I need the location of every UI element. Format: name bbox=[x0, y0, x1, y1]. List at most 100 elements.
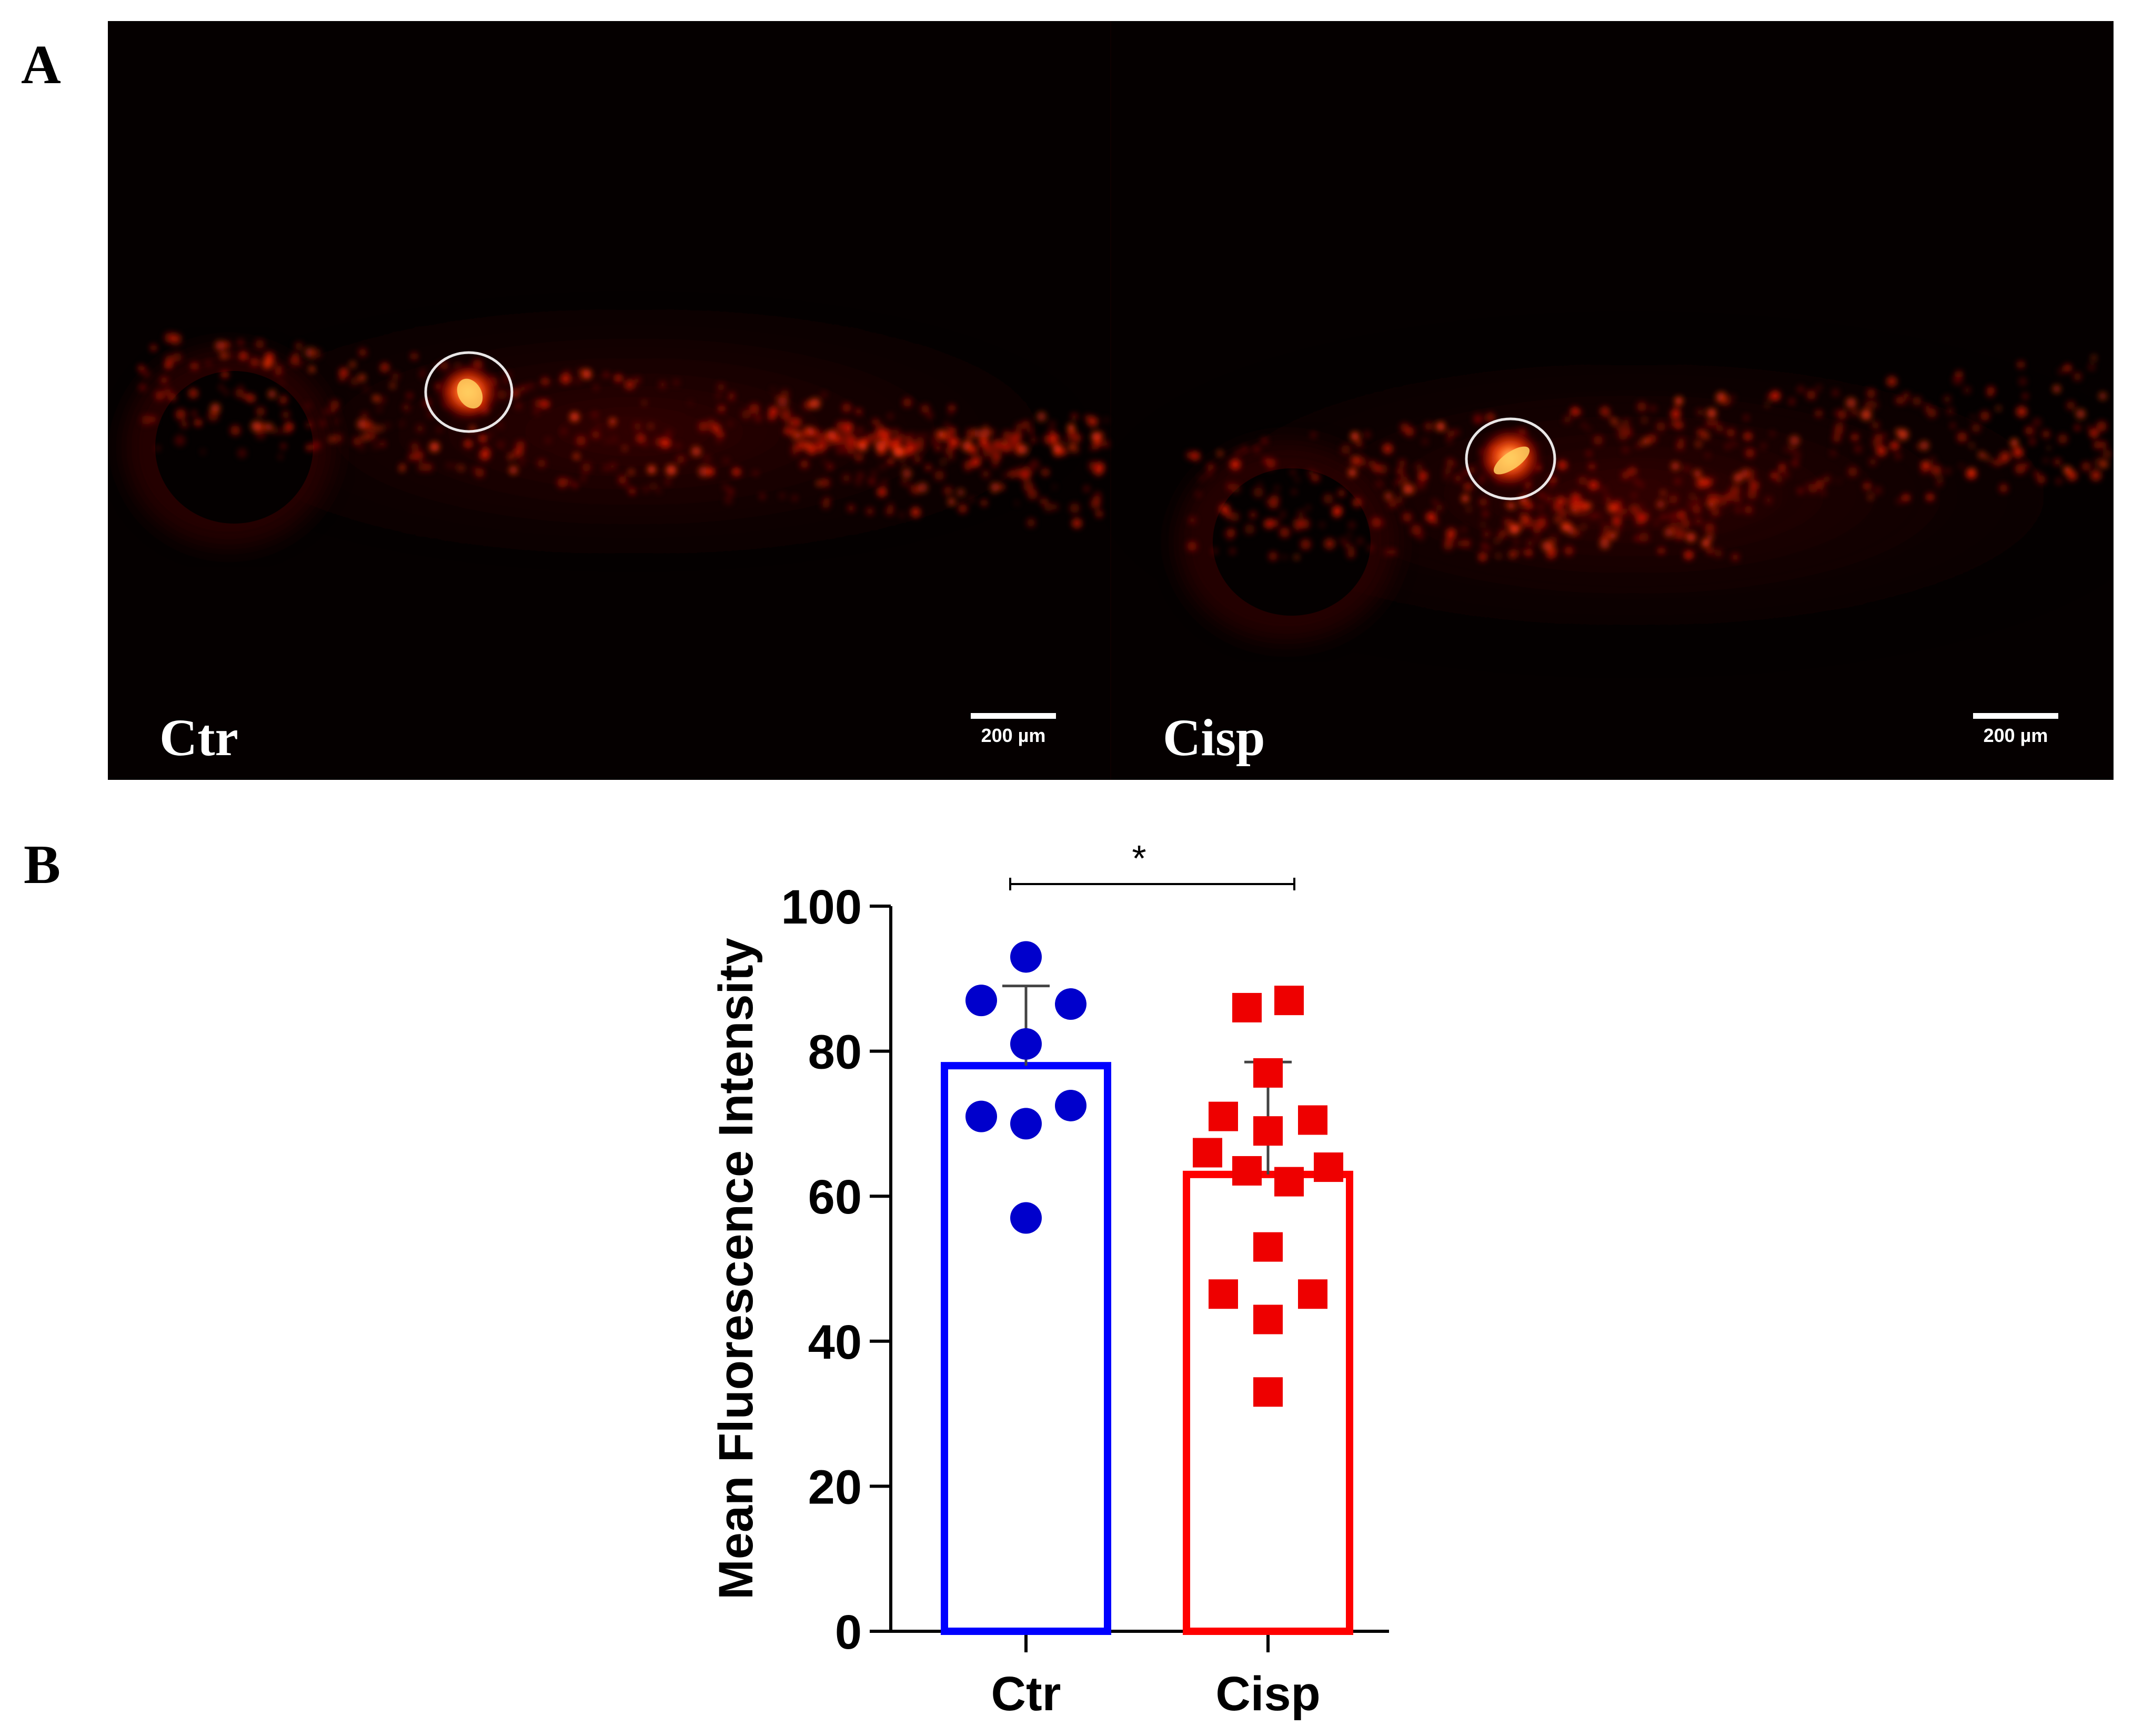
fluorescence-speckle bbox=[657, 489, 661, 493]
fluorescence-speckle bbox=[1684, 466, 1690, 472]
fluorescence-speckle bbox=[1513, 540, 1518, 545]
fluorescence-speckle bbox=[1269, 551, 1277, 561]
fluorescence-speckle bbox=[660, 438, 671, 448]
fluorescence-speckle bbox=[974, 454, 981, 460]
fluorescence-speckle bbox=[1602, 488, 1606, 492]
fluorescence-speckle bbox=[1870, 401, 1878, 409]
fluorescence-speckle bbox=[2052, 385, 2061, 393]
fluorescence-speckle bbox=[1969, 468, 1975, 474]
fluorescence-speckle bbox=[2034, 471, 2040, 477]
data-point-cisp bbox=[1314, 1152, 1343, 1182]
fluorescence-speckle bbox=[1522, 516, 1527, 522]
fluorescence-speckle bbox=[982, 455, 986, 459]
fluorescence-speckle bbox=[350, 362, 356, 367]
fluorescence-speckle bbox=[1921, 469, 1927, 474]
fluorescence-speckle bbox=[497, 423, 502, 428]
fluorescence-speckle bbox=[1250, 511, 1256, 518]
fluorescence-speckle bbox=[479, 450, 490, 460]
fluorescence-speckle bbox=[150, 345, 157, 351]
fluorescence-speckle bbox=[175, 435, 185, 446]
fluorescence-speckle bbox=[1473, 413, 1484, 424]
fluorescence-speckle bbox=[1696, 408, 1704, 416]
fluorescence-speckle bbox=[1622, 471, 1629, 479]
fluorescence-speckle bbox=[1411, 525, 1422, 536]
scale-bar-label-cisp: 200 µm bbox=[1984, 725, 2048, 746]
fluorescence-speckle bbox=[138, 365, 144, 371]
fluorescence-speckle bbox=[909, 432, 914, 437]
fluorescence-speckle bbox=[1628, 467, 1637, 476]
fluorescence-speckle bbox=[1424, 422, 1433, 430]
fluorescence-speckle bbox=[856, 479, 861, 485]
fluorescence-speckle bbox=[1538, 505, 1543, 509]
fluorescence-speckle bbox=[464, 440, 472, 448]
fluorescence-speckle bbox=[1639, 532, 1649, 543]
fluorescence-speckle bbox=[1731, 395, 1735, 399]
data-point-cisp bbox=[1253, 1058, 1283, 1088]
fluorescence-speckle bbox=[512, 388, 520, 396]
fluorescence-speckle bbox=[659, 381, 666, 388]
fluorescence-speckle bbox=[567, 478, 572, 484]
fluorescence-speckle bbox=[842, 403, 851, 413]
fluorescence-speckle bbox=[2058, 434, 2068, 444]
fluorescence-speckle bbox=[1400, 423, 1410, 432]
fluorescence-speckle bbox=[516, 403, 521, 409]
fluorescence-speckle bbox=[1872, 438, 1883, 448]
micrograph-ctr bbox=[118, 274, 1150, 589]
fluorescence-speckle bbox=[901, 460, 905, 465]
fluorescence-speckle bbox=[665, 479, 671, 485]
fluorescence-speckle bbox=[886, 507, 894, 515]
fluorescence-speckle bbox=[972, 429, 981, 438]
fluorescence-speckle bbox=[1925, 404, 1930, 409]
fluorescence-speckle bbox=[334, 434, 343, 443]
fluorescence-speckle bbox=[732, 468, 741, 476]
fluorescence-speckle bbox=[1418, 471, 1427, 480]
fluorescence-speckle bbox=[298, 361, 303, 366]
fluorescence-speckle bbox=[612, 437, 617, 441]
fluorescence-speckle bbox=[1732, 440, 1737, 446]
fluorescence-speckle bbox=[1869, 458, 1877, 466]
fluorescence-speckle bbox=[2029, 438, 2036, 445]
fluorescence-speckle bbox=[605, 439, 609, 444]
fluorescence-speckle bbox=[330, 400, 339, 409]
data-point-ctr bbox=[1055, 988, 1086, 1020]
fluorescence-speckle bbox=[335, 419, 339, 423]
fluorescence-speckle bbox=[1096, 510, 1103, 517]
fluorescence-speckle bbox=[2094, 457, 2104, 467]
fluorescence-speckle bbox=[1295, 478, 1299, 481]
y-tick-label: 80 bbox=[808, 1026, 862, 1079]
fluorescence-speckle bbox=[251, 421, 261, 432]
fluorescence-speckle bbox=[215, 340, 225, 350]
fluorescence-speckle bbox=[1280, 527, 1290, 538]
fluorescence-speckle bbox=[1008, 470, 1015, 478]
fluorescence-speckle bbox=[165, 362, 172, 369]
fluorescence-speckle bbox=[1294, 555, 1299, 559]
fluorescence-speckle bbox=[1003, 430, 1012, 440]
fluorescence-speckle bbox=[1218, 451, 1223, 456]
fluorescence-speckle bbox=[1186, 451, 1193, 459]
fluorescence-speckle bbox=[1344, 542, 1351, 548]
fluorescence-speckle bbox=[636, 434, 646, 443]
fluorescence-speckle bbox=[903, 398, 912, 407]
fluorescence-speckle bbox=[969, 445, 977, 454]
fluorescence-speckle bbox=[902, 479, 907, 485]
fluorescence-speckle bbox=[1735, 497, 1741, 503]
fluorescence-speckle bbox=[1711, 508, 1720, 517]
fluorescence-speckle bbox=[1348, 468, 1356, 477]
fluorescence-speckle bbox=[949, 405, 955, 412]
fluorescence-speckle bbox=[282, 411, 290, 419]
fluorescence-speckle bbox=[256, 407, 265, 416]
fluorescence-speckle bbox=[1876, 446, 1887, 456]
fluorescence-speckle bbox=[1822, 491, 1826, 495]
fluorescence-speckle bbox=[867, 434, 876, 444]
fluorescence-speckle bbox=[902, 469, 912, 478]
fluorescence-speckle bbox=[1230, 548, 1235, 554]
fluorescence-speckle bbox=[991, 483, 1000, 492]
fluorescence-speckle bbox=[1694, 498, 1699, 504]
data-point-ctr bbox=[1010, 941, 1042, 973]
fluorescence-speckle bbox=[410, 443, 419, 451]
fluorescence-speckle bbox=[1714, 549, 1723, 557]
fluorescence-speckle bbox=[1207, 463, 1214, 471]
fluorescence-speckle bbox=[407, 393, 412, 398]
fluorescence-speckle bbox=[2023, 394, 2028, 399]
fluorescence-speckle bbox=[1402, 513, 1412, 522]
